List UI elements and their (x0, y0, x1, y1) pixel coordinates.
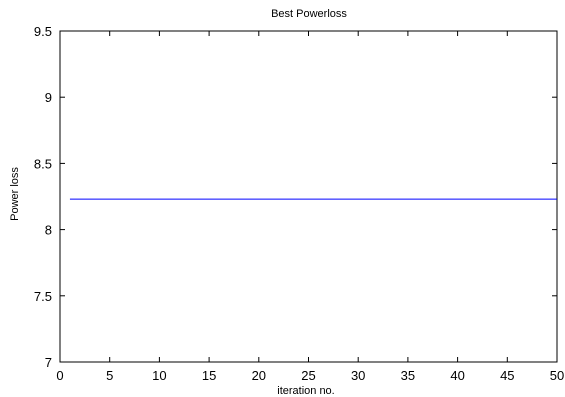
y-tick-label: 7 (45, 355, 52, 370)
y-tick-label: 9 (45, 90, 52, 105)
x-tick-label: 0 (56, 368, 63, 383)
plot-frame (59, 30, 558, 363)
plot-area (59, 30, 558, 363)
x-axis-ticks: 0 5 10 15 20 25 30 35 40 45 50 (56, 31, 564, 383)
y-tick-label: 8.5 (34, 156, 52, 171)
x-tick-label: 5 (106, 368, 113, 383)
x-axis-label: iteration no. (277, 385, 334, 397)
x-tick-label: 20 (252, 368, 266, 383)
x-tick-label: 15 (202, 368, 216, 383)
chart-title: Best Powerloss (271, 8, 347, 20)
y-tick-label: 7.5 (34, 289, 52, 304)
x-tick-label: 35 (401, 368, 415, 383)
x-tick-label: 10 (152, 368, 166, 383)
x-tick-label: 40 (450, 368, 464, 383)
x-tick-label: 30 (351, 368, 365, 383)
x-tick-label: 45 (500, 368, 514, 383)
x-tick-label: 50 (550, 368, 564, 383)
y-tick-label: 9.5 (34, 24, 52, 39)
y-axis-label: Power loss (9, 167, 21, 221)
y-tick-label: 8 (45, 223, 52, 238)
x-tick-label: 25 (301, 368, 315, 383)
y-axis-ticks: 7 7.5 8 8.5 9 9.5 (34, 24, 557, 370)
